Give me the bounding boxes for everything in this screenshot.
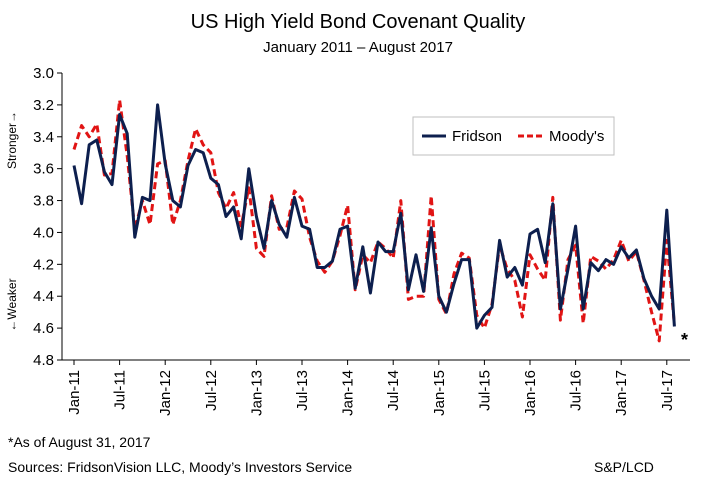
y-tick-label: 4.6 xyxy=(33,320,54,337)
legend-label-fridson: Fridson xyxy=(452,128,502,145)
x-tick-label: Jul-13 xyxy=(294,370,311,411)
chart-subtitle: January 2011 – August 2017 xyxy=(263,39,453,56)
legend-box xyxy=(412,116,615,156)
y-axis: 3.0 3.2 3.4 3.6 3.8 4.0 4.2 4.4 4.6 4.8 xyxy=(33,65,63,369)
x-tick-label: Jan-16 xyxy=(522,370,539,416)
x-tick-label: Jul-11 xyxy=(112,370,129,410)
x-tick-label: Jul-14 xyxy=(385,370,402,411)
x-tick-label: Jul-16 xyxy=(568,370,585,411)
x-axis: Jan-11 Jul-11 Jan-12 Jul-12 Jan-13 Jul-13 Jan-… xyxy=(62,359,690,416)
x-tick-label: Jan-15 xyxy=(431,370,448,416)
y-label-stronger: Stronger→ xyxy=(5,111,19,169)
series-lines xyxy=(72,98,676,343)
series-line-moodys xyxy=(72,98,676,343)
footnote: *As of August 31, 2017 xyxy=(8,434,151,450)
end-asterisk: * xyxy=(681,330,688,350)
sources: Sources: FridsonVision LLC, Moody’s Inve… xyxy=(8,459,352,475)
chart-title: US High Yield Bond Covenant Quality xyxy=(191,11,526,33)
x-tick-label: Jan-14 xyxy=(340,370,357,416)
x-tick-label: Jan-11 xyxy=(66,370,83,415)
y-label-weaker: ←Weaker xyxy=(5,278,19,331)
y-tick-label: 4.0 xyxy=(33,224,54,241)
series-line-fridson xyxy=(72,103,676,330)
y-tick-label: 3.0 xyxy=(33,65,54,82)
legend: Fridson Moody's xyxy=(412,116,615,156)
y-tick-label: 3.6 xyxy=(33,161,54,178)
credit: S&P/LCD xyxy=(594,459,654,475)
legend-label-moodys: Moody's xyxy=(549,128,604,145)
y-tick-label: 3.2 xyxy=(33,97,54,114)
y-tick-label: 4.4 xyxy=(33,288,54,305)
x-tick-label: Jan-17 xyxy=(613,370,630,416)
x-tick-label: Jul-15 xyxy=(476,370,493,411)
y-tick-label: 3.8 xyxy=(33,193,54,210)
x-tick-label: Jul-12 xyxy=(203,370,220,411)
y-tick-label: 4.8 xyxy=(33,352,54,369)
x-tick-label: Jul-17 xyxy=(659,370,676,411)
x-tick-label: Jan-12 xyxy=(157,370,174,416)
y-tick-label: 3.4 xyxy=(33,129,54,146)
y-tick-label: 4.2 xyxy=(33,256,54,273)
x-tick-label: Jan-13 xyxy=(248,370,265,416)
